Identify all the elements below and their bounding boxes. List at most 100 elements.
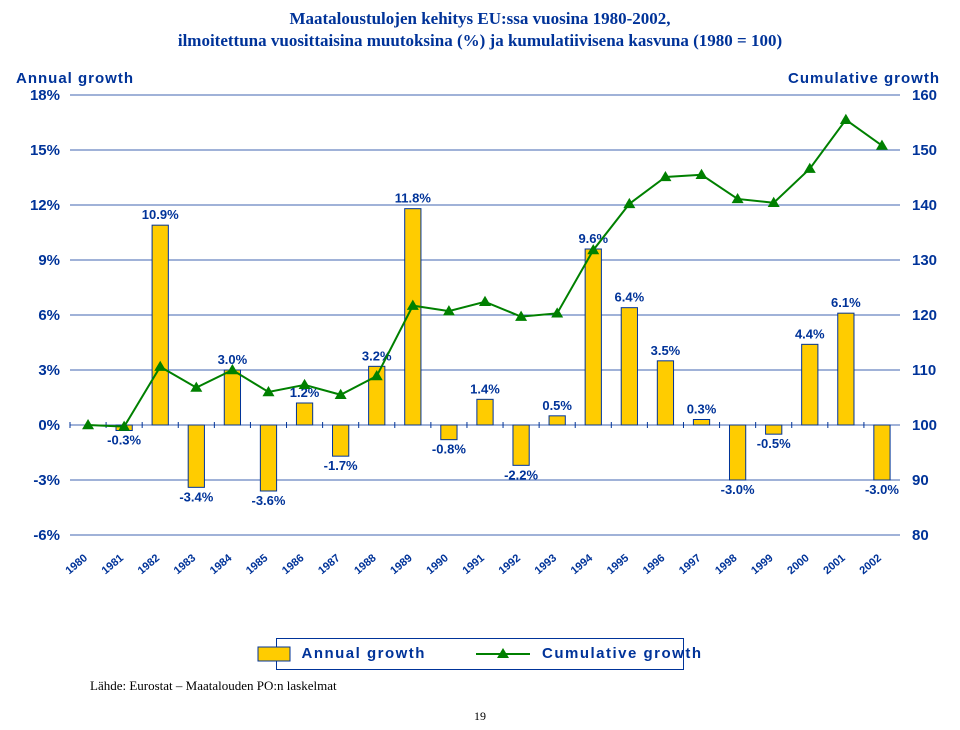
svg-text:2001: 2001 [821,552,847,577]
bar [657,361,673,425]
svg-text:12%: 12% [30,197,60,214]
svg-text:1984: 1984 [208,552,235,577]
bar [729,425,745,480]
bar [296,403,312,425]
svg-text:130: 130 [912,252,937,269]
svg-text:15%: 15% [30,142,60,159]
svg-text:11.8%: 11.8% [395,191,432,206]
svg-text:2002: 2002 [857,552,883,577]
footer-source: Lähde: Eurostat – Maatalouden PO:n laske… [90,678,337,694]
svg-text:6.1%: 6.1% [831,295,861,310]
svg-text:1980: 1980 [64,552,90,577]
svg-text:-2.2%: -2.2% [504,467,538,482]
legend-line-swatch [474,646,532,662]
svg-text:-3%: -3% [33,472,60,489]
svg-text:2000: 2000 [785,552,811,577]
bar [152,225,168,425]
svg-text:1981: 1981 [100,552,126,577]
bar [549,416,565,425]
legend: Annual growth Cumulative growth [0,645,960,662]
line-marker [623,198,635,208]
svg-text:-3.6%: -3.6% [251,493,285,508]
svg-text:1992: 1992 [497,552,523,577]
legend-bar-label: Annual growth [301,645,426,662]
svg-text:3%: 3% [38,362,60,379]
svg-text:-6%: -6% [33,527,60,544]
title-line1: Maataloustulojen kehitys EU:ssa vuosina … [289,9,670,28]
bar [260,425,276,491]
svg-text:0.3%: 0.3% [687,402,717,417]
bar [766,425,782,434]
svg-text:1988: 1988 [352,552,378,577]
bar [621,308,637,425]
line-marker [732,193,744,203]
svg-text:1983: 1983 [172,552,198,577]
bar [224,370,240,425]
svg-text:1997: 1997 [677,552,703,577]
svg-text:-3.4%: -3.4% [179,489,213,504]
svg-text:9.6%: 9.6% [578,231,608,246]
svg-text:9%: 9% [38,252,60,269]
svg-text:10.9%: 10.9% [142,207,179,222]
bar [441,425,457,440]
svg-text:-1.7%: -1.7% [324,458,358,473]
line-marker [190,382,202,392]
svg-text:1989: 1989 [388,552,414,577]
svg-text:3.5%: 3.5% [651,343,681,358]
chart-title: Maataloustulojen kehitys EU:ssa vuosina … [0,8,960,52]
svg-text:0%: 0% [38,417,60,434]
svg-text:18%: 18% [30,87,60,104]
svg-text:4.4%: 4.4% [795,326,825,341]
svg-text:-3.0%: -3.0% [865,482,899,497]
svg-text:-3.0%: -3.0% [721,482,755,497]
svg-text:1999: 1999 [749,552,775,577]
line-marker [876,140,888,150]
bar [585,249,601,425]
line-marker [299,379,311,389]
svg-text:-0.3%: -0.3% [107,433,141,448]
svg-text:1991: 1991 [460,552,486,577]
title-line2: ilmoitettuna vuosittaisina muutoksina (%… [178,31,782,50]
svg-text:1995: 1995 [605,552,631,577]
svg-text:100: 100 [912,417,937,434]
bar [333,425,349,456]
line-marker [840,114,852,124]
svg-text:1987: 1987 [316,552,342,577]
svg-text:1982: 1982 [136,552,162,577]
svg-text:80: 80 [912,527,929,544]
bar [838,313,854,425]
bar [874,425,890,480]
svg-text:-0.8%: -0.8% [432,442,466,457]
svg-text:6%: 6% [38,307,60,324]
line-marker [479,296,491,306]
svg-text:-0.5%: -0.5% [757,436,791,451]
bar [513,425,529,465]
svg-text:150: 150 [912,142,937,159]
svg-text:1996: 1996 [641,552,667,577]
svg-text:90: 90 [912,472,929,489]
svg-text:1998: 1998 [713,552,739,577]
bar [693,420,709,426]
bar [802,344,818,425]
svg-text:1990: 1990 [424,552,450,577]
svg-text:1994: 1994 [569,552,596,577]
legend-bar-swatch [257,646,291,662]
svg-text:160: 160 [912,87,937,104]
legend-line-label: Cumulative growth [542,645,703,662]
svg-text:6.4%: 6.4% [615,290,645,305]
line-marker [551,307,563,317]
line-marker [696,169,708,179]
svg-text:120: 120 [912,307,937,324]
bar [477,399,493,425]
page-number: 19 [0,709,960,724]
svg-text:1986: 1986 [280,552,306,577]
svg-text:140: 140 [912,197,937,214]
svg-text:1.4%: 1.4% [470,381,500,396]
svg-text:1985: 1985 [244,552,270,577]
svg-text:110: 110 [912,362,936,379]
svg-text:1993: 1993 [533,552,559,577]
line-marker [82,419,94,429]
bar [188,425,204,487]
chart: -6% -3% 0% 3% 6% 9% 12% 15% 18% 80 90 100 110 120 130 1… [0,55,960,615]
svg-text:0.5%: 0.5% [542,398,572,413]
